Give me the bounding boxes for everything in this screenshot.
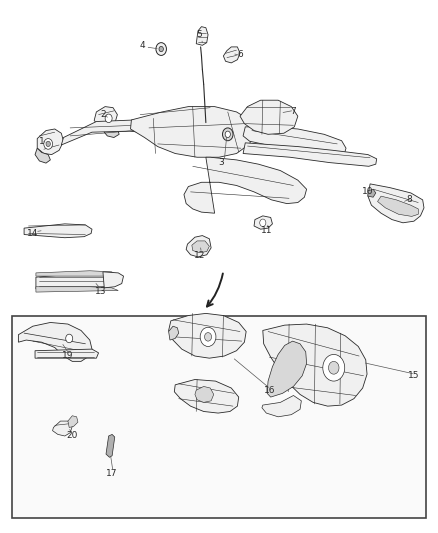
Polygon shape (223, 47, 240, 63)
Circle shape (159, 46, 163, 52)
Circle shape (260, 219, 266, 227)
Text: 11: 11 (261, 226, 273, 235)
Polygon shape (36, 273, 118, 289)
Text: 2: 2 (100, 110, 106, 119)
Text: 4: 4 (140, 41, 145, 50)
Polygon shape (195, 386, 214, 402)
Polygon shape (240, 100, 298, 134)
Polygon shape (243, 127, 346, 161)
Circle shape (105, 114, 112, 123)
Polygon shape (186, 236, 211, 257)
Circle shape (328, 361, 339, 374)
Polygon shape (103, 272, 124, 288)
Polygon shape (35, 349, 99, 358)
Circle shape (66, 334, 73, 343)
Polygon shape (94, 107, 117, 128)
Circle shape (156, 43, 166, 55)
Polygon shape (192, 241, 209, 253)
Polygon shape (267, 341, 307, 397)
Text: 15: 15 (408, 372, 420, 380)
Polygon shape (68, 416, 78, 427)
Text: 17: 17 (106, 469, 117, 478)
Polygon shape (196, 27, 208, 45)
Text: 5: 5 (196, 30, 202, 39)
Polygon shape (131, 107, 254, 157)
Text: 6: 6 (237, 50, 243, 59)
Polygon shape (35, 148, 50, 163)
Circle shape (200, 327, 216, 346)
Text: 3: 3 (218, 158, 224, 167)
Circle shape (205, 333, 212, 341)
Text: 8: 8 (406, 196, 413, 204)
Polygon shape (263, 324, 367, 406)
Polygon shape (18, 322, 92, 361)
Polygon shape (378, 196, 418, 216)
Text: 16: 16 (264, 386, 275, 395)
Text: 14: 14 (27, 229, 39, 238)
Polygon shape (243, 143, 377, 166)
Polygon shape (262, 395, 301, 417)
Polygon shape (169, 326, 179, 340)
Polygon shape (106, 434, 115, 457)
Circle shape (44, 139, 53, 149)
Circle shape (223, 128, 233, 141)
Text: 10: 10 (362, 188, 374, 196)
Polygon shape (174, 379, 239, 413)
Text: 1: 1 (39, 137, 45, 146)
Text: 13: 13 (95, 287, 106, 296)
Polygon shape (104, 128, 119, 138)
Polygon shape (53, 421, 72, 436)
Polygon shape (36, 271, 118, 276)
Text: 7: 7 (290, 108, 297, 116)
Polygon shape (37, 129, 64, 155)
Polygon shape (61, 120, 237, 145)
Bar (12, 316, 426, 518)
Circle shape (323, 354, 345, 381)
Polygon shape (368, 189, 376, 197)
Circle shape (225, 131, 230, 138)
Polygon shape (24, 224, 92, 238)
Text: 20: 20 (67, 432, 78, 440)
Text: 12: 12 (194, 252, 205, 260)
Circle shape (46, 141, 50, 147)
Polygon shape (169, 313, 246, 358)
Polygon shape (368, 184, 424, 223)
Polygon shape (254, 216, 272, 229)
Polygon shape (36, 287, 118, 292)
Polygon shape (184, 157, 307, 213)
Text: 19: 19 (62, 351, 74, 360)
